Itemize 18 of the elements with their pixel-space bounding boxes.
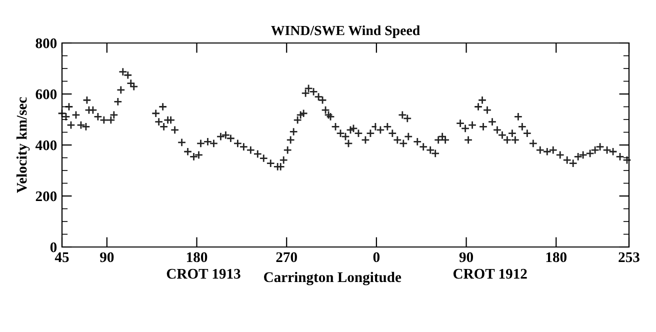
x-tick-label: 45	[54, 252, 69, 262]
y-tick-label: 600	[36, 89, 57, 100]
text: CROT 1912	[453, 268, 527, 279]
y-tick-label: 400	[35, 140, 57, 150]
chart-title: WIND/SWE Wind Speed	[271, 25, 420, 38]
x-tick-label: 90	[459, 252, 474, 262]
y-tick-label: 0	[50, 242, 57, 252]
x-tick-label: 180	[546, 252, 567, 262]
y-axis-title: Velocity km/sec	[16, 97, 30, 193]
x-tick-label: 90	[100, 252, 114, 262]
y-tick-label: 800	[36, 38, 57, 48]
x-tick-label: 180	[186, 252, 208, 262]
x-axis-title: Carrington Longitude	[264, 272, 402, 286]
text: CROT 1913	[166, 268, 240, 279]
x-tick-label: 0	[373, 252, 380, 262]
y-tick-label: 200	[36, 191, 57, 202]
x-tick-label: 270	[276, 252, 297, 262]
x-tick-label: 253	[618, 252, 640, 262]
